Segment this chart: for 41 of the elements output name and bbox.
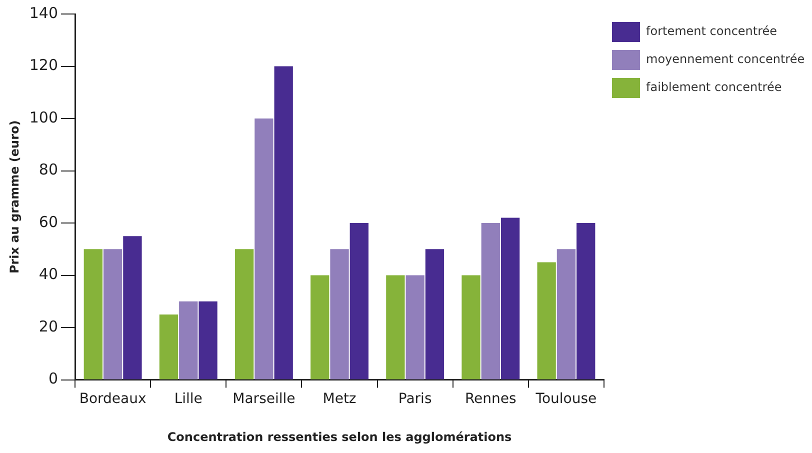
bar <box>386 275 405 380</box>
legend-label: fortement concentrée <box>646 24 778 38</box>
bar <box>123 236 142 380</box>
x-tick-label: Lille <box>174 390 202 407</box>
bar <box>425 249 444 380</box>
bar <box>481 223 500 380</box>
bar <box>159 314 178 380</box>
bar <box>576 223 596 380</box>
x-tick-label: Paris <box>398 390 432 407</box>
y-tick-label: 0 <box>48 370 58 388</box>
y-tick-label: 140 <box>29 4 58 22</box>
bar <box>406 275 424 380</box>
bar <box>103 249 122 380</box>
x-tick-label: Toulouse <box>534 390 597 407</box>
bar <box>350 223 368 380</box>
bar <box>330 249 349 380</box>
bar <box>310 275 330 380</box>
y-tick-label: 80 <box>38 160 58 179</box>
legend-label: faiblement concentrée <box>646 80 782 94</box>
y-tick-label: 100 <box>29 108 58 126</box>
bar <box>500 218 520 380</box>
x-axis-title: Concentration ressenties selon les agglomérations <box>167 430 512 444</box>
bar <box>234 249 254 380</box>
bar <box>462 275 480 380</box>
y-tick-label: 20 <box>38 317 58 336</box>
y-tick-label: 120 <box>29 56 58 74</box>
bar <box>537 262 556 380</box>
legend-label: moyennement concentrée <box>646 52 805 66</box>
x-tick-label: Bordeaux <box>79 390 146 407</box>
bar <box>274 66 293 380</box>
bar <box>179 301 198 380</box>
x-tick-label: Rennes <box>464 390 516 407</box>
bar <box>198 301 218 380</box>
bar <box>556 249 576 380</box>
bar <box>254 118 274 380</box>
x-tick-label: Marseille <box>232 390 296 407</box>
y-tick-label: 40 <box>38 265 58 284</box>
x-tick-label: Metz <box>322 390 356 407</box>
bar <box>84 249 102 380</box>
y-tick-label: 60 <box>38 212 58 231</box>
y-axis-title: Prix au gramme (euro) <box>7 120 22 274</box>
